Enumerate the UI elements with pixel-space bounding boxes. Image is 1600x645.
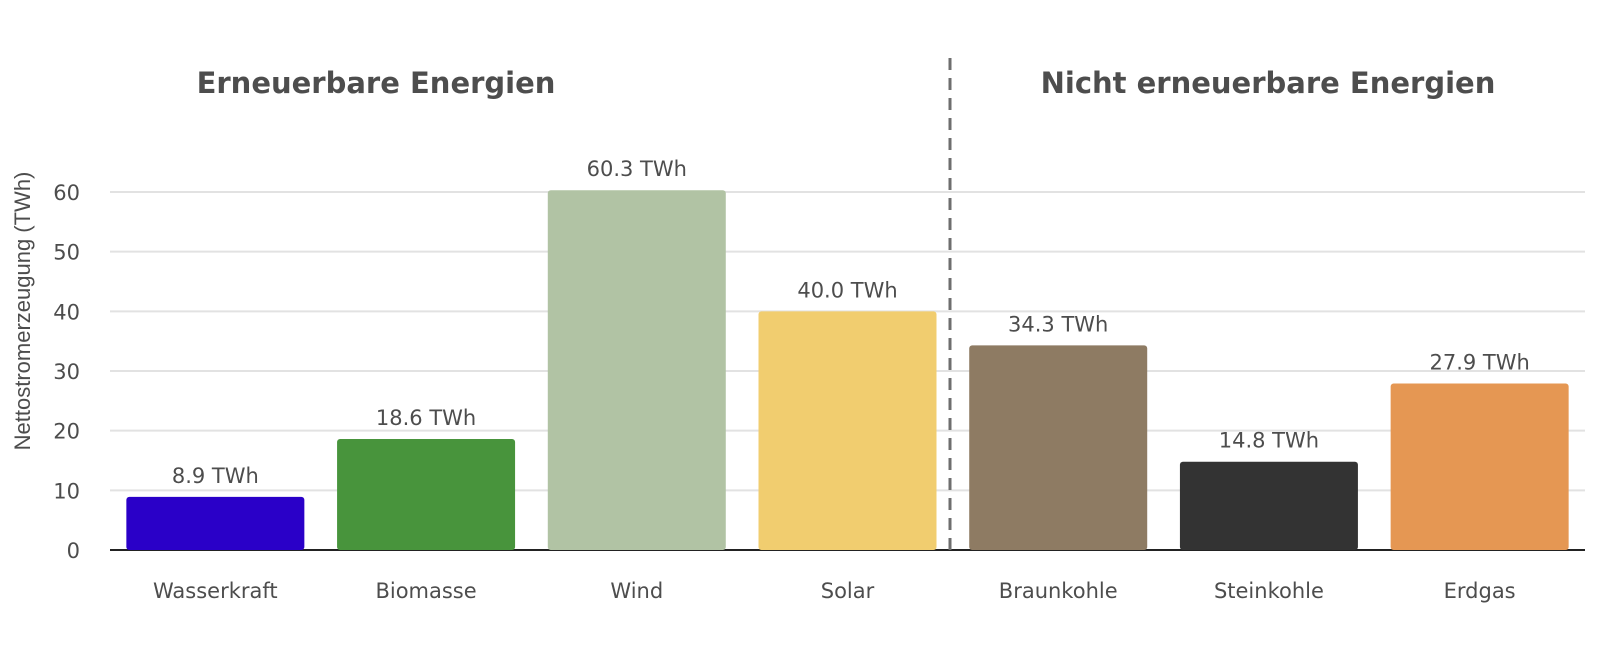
x-tick-label: Erdgas — [1444, 579, 1516, 603]
y-tick-label: 60 — [53, 181, 80, 205]
section-title-renewable: Erneuerbare Energien — [197, 66, 556, 100]
y-tick-label: 30 — [53, 360, 80, 384]
x-tick-label: Solar — [821, 579, 875, 603]
bar — [1179, 461, 1358, 550]
data-label: 18.6 TWh — [376, 406, 476, 430]
x-tick-label: Wasserkraft — [153, 579, 278, 603]
data-label: 27.9 TWh — [1429, 351, 1529, 375]
y-tick-label: 0 — [67, 539, 80, 563]
bar — [547, 190, 726, 550]
y-tick-label: 40 — [53, 300, 80, 324]
y-axis-title: Nettostromerzeugung (TWh) — [10, 172, 35, 451]
y-tick-label: 50 — [53, 241, 80, 265]
data-label: 40.0 TWh — [797, 278, 897, 302]
bar — [758, 311, 937, 550]
data-label: 8.9 TWh — [172, 464, 259, 488]
bar-layer — [126, 190, 1569, 550]
data-label: 34.3 TWh — [1008, 312, 1108, 336]
x-tick-label: Biomasse — [375, 579, 476, 603]
bar — [969, 345, 1148, 550]
x-tick-label: Steinkohle — [1214, 579, 1324, 603]
bar — [337, 439, 516, 550]
bar — [126, 496, 305, 550]
x-tick-label: Wind — [610, 579, 663, 603]
data-label: 14.8 TWh — [1219, 429, 1319, 453]
y-tick-label: 10 — [53, 479, 80, 503]
y-tick-label: 20 — [53, 420, 80, 444]
data-label: 60.3 TWh — [587, 157, 687, 181]
section-title-nonrenewable: Nicht erneuerbare Energien — [1041, 66, 1496, 100]
label-layer: 0 10 20 30 40 50 60 8.9 TWh Wasserkraft 18.6 TWh B… — [53, 157, 1530, 603]
bar — [1390, 383, 1569, 550]
x-tick-label: Braunkohle — [999, 579, 1118, 603]
